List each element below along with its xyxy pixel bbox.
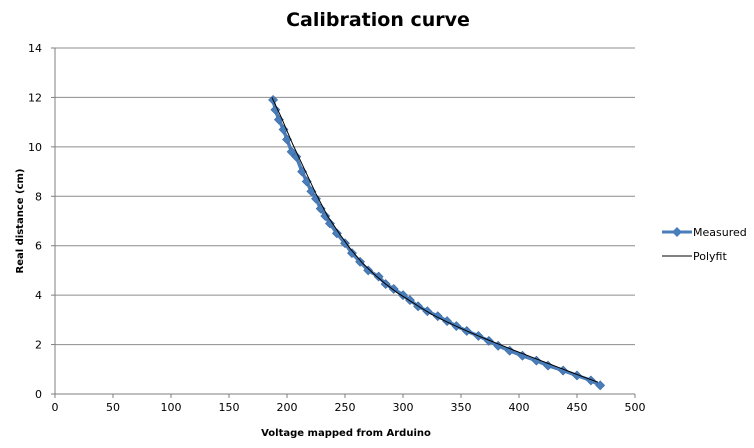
y-tick-label: 2 [35,339,42,352]
series-layer [268,94,606,391]
measured-series-line [271,99,602,387]
measured-point [493,340,504,351]
x-tick-label: 0 [52,401,59,414]
y-tick-label: 0 [35,388,42,401]
legend-measured-label: Measured [693,226,747,239]
measured-point [363,265,374,276]
y-tick-label: 6 [35,240,42,253]
axes: 0 2 4 6 8 10 12 14 0 50 100 150 200 250 300 350 400 450 50… [28,42,646,414]
measured-point [286,146,297,157]
legend-polyfit-label: Polyfit [693,250,727,263]
chart-title: Calibration curve [286,9,470,31]
x-tick-label: 250 [335,401,356,414]
x-axis-title: Voltage mapped from Arduino [261,428,431,439]
x-tick-label: 200 [277,401,298,414]
x-tick-label: 100 [161,401,182,414]
y-tick-label: 14 [28,42,42,55]
measured-markers [268,94,606,391]
y-tick-label: 12 [28,91,42,104]
legend: Measured Polyfit [662,226,747,263]
x-tick-label: 450 [567,401,588,414]
measured-point [595,380,606,391]
y-tick-label: 8 [35,190,42,203]
y-tick-label: 4 [35,289,42,302]
x-tick-label: 500 [625,401,646,414]
gridlines [55,47,635,346]
legend-item-polyfit: Polyfit [662,250,727,263]
measured-point [320,211,331,221]
measured-point [324,218,335,229]
measured-point [347,248,357,259]
x-tick-label: 50 [106,401,120,414]
y-axis-title: Real distance (cm) [15,168,26,273]
legend-item-measured: Measured [662,226,747,239]
legend-measured-marker [672,227,682,237]
measured-point [331,228,342,239]
x-tick-label: 350 [451,401,472,414]
measured-point [355,256,366,267]
polyfit-series-line [271,97,599,383]
measured-point [340,238,350,249]
x-tick-label: 400 [509,401,530,414]
measured-point [270,104,281,115]
measured-point [504,345,515,356]
y-tick-label: 10 [28,141,42,154]
x-tick-label: 300 [393,401,414,414]
x-tick-label: 150 [219,401,240,414]
measured-point [311,193,321,204]
measured-point [291,151,302,162]
